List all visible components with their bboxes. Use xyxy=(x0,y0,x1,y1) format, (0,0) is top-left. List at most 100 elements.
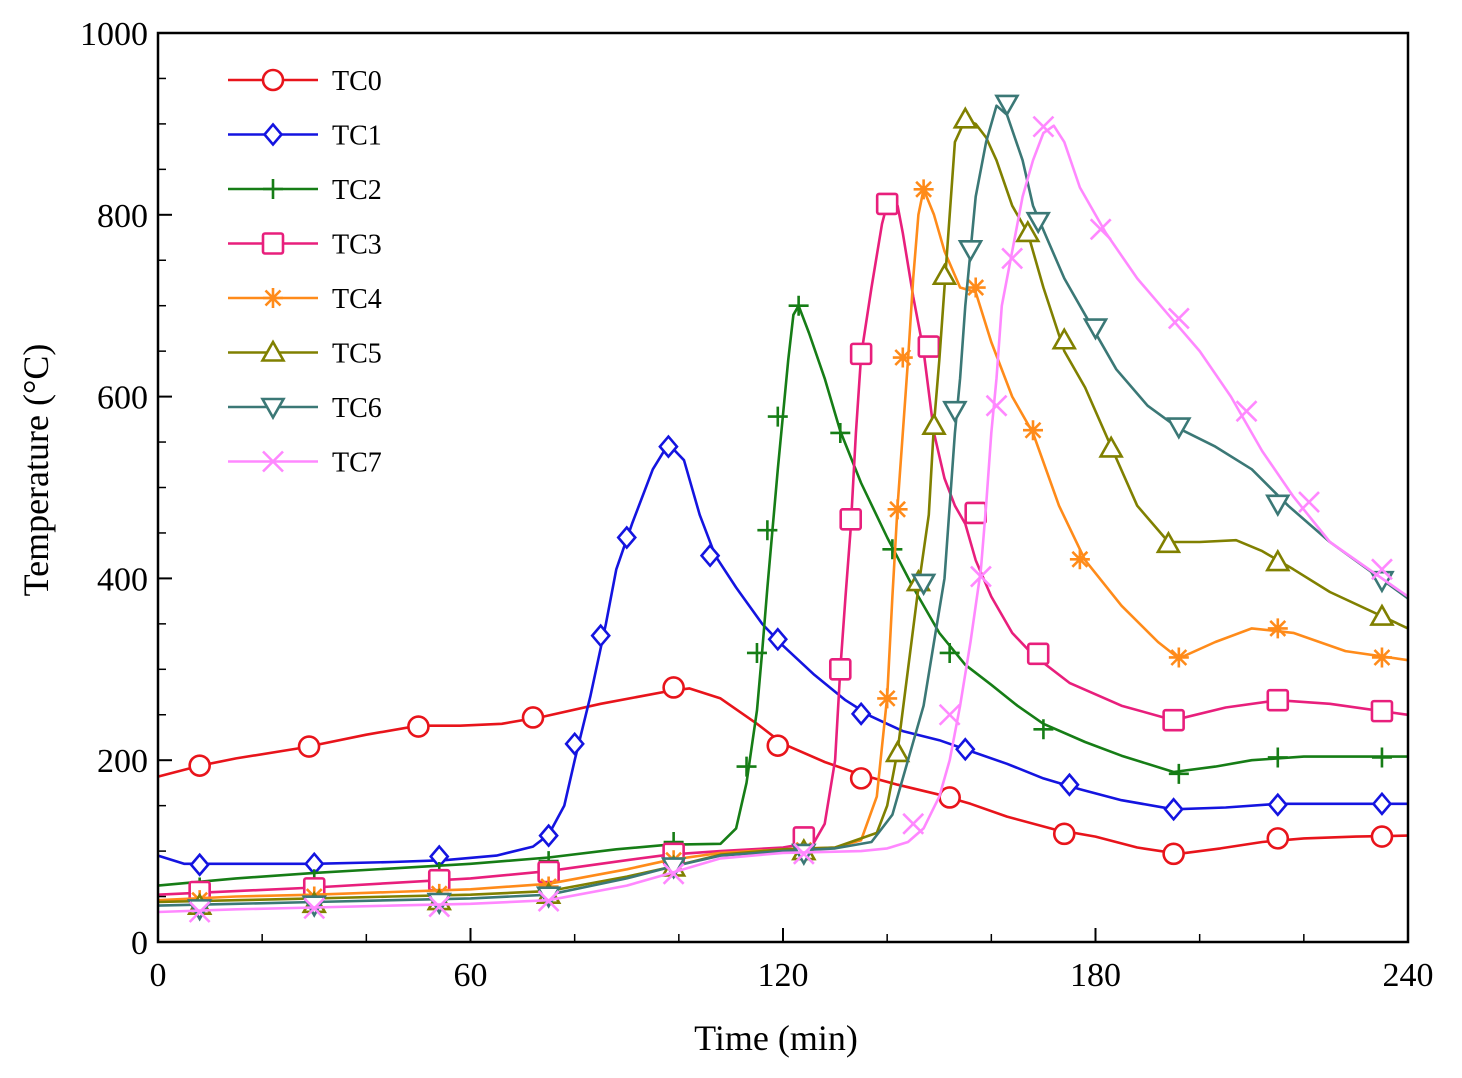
data-point xyxy=(1025,211,1051,235)
legend-item-tc5: TC5 xyxy=(228,339,382,370)
x-tick-label: 240 xyxy=(1383,957,1434,994)
data-point xyxy=(407,715,430,738)
data-point xyxy=(1089,218,1112,241)
x-tick-label: 60 xyxy=(454,957,488,994)
data-point xyxy=(1026,642,1050,666)
data-point xyxy=(297,735,321,758)
data-point xyxy=(913,179,934,200)
data-point xyxy=(788,295,809,316)
series-tc1 xyxy=(157,434,1408,877)
series-line xyxy=(157,188,1409,902)
series-line xyxy=(157,124,1409,914)
data-point xyxy=(969,565,992,588)
data-point xyxy=(1032,115,1055,138)
data-point xyxy=(887,499,908,520)
data-point xyxy=(1371,647,1392,668)
data-point xyxy=(538,823,559,848)
data-point xyxy=(1155,530,1182,554)
series-tc0 xyxy=(157,676,1409,866)
data-point xyxy=(1069,549,1090,570)
x-tick-label: 180 xyxy=(1070,957,1121,994)
legend-label: TC4 xyxy=(332,284,382,315)
data-point xyxy=(1298,491,1320,513)
data-point xyxy=(1371,747,1392,768)
data-point xyxy=(850,701,872,726)
data-point xyxy=(1168,647,1189,668)
y-tick-label: 400 xyxy=(97,561,148,598)
series-line xyxy=(157,104,1409,907)
legend-marker xyxy=(261,68,285,92)
data-point xyxy=(952,106,979,129)
plot-frame xyxy=(156,31,1410,944)
legend-label: TC1 xyxy=(332,121,382,152)
data-point xyxy=(1162,842,1185,866)
series-line xyxy=(157,687,1409,856)
data-point xyxy=(875,192,899,216)
legend-item-tc7: TC7 xyxy=(228,448,382,479)
data-point xyxy=(1162,708,1185,732)
data-point xyxy=(1082,318,1109,341)
legend-item-tc3: TC3 xyxy=(228,230,382,261)
data-point xyxy=(428,895,451,918)
data-point xyxy=(942,400,968,424)
series-tc7 xyxy=(157,115,1409,923)
legend-marker xyxy=(263,288,283,308)
data-point xyxy=(746,642,767,663)
data-point xyxy=(884,739,911,763)
legend-item-tc0: TC0 xyxy=(228,66,382,97)
legend-item-tc4: TC4 xyxy=(228,284,382,315)
data-point xyxy=(1168,763,1189,784)
data-point xyxy=(938,786,961,809)
data-point xyxy=(616,525,637,550)
data-point xyxy=(877,688,898,709)
legend-label: TC2 xyxy=(332,175,382,206)
data-point xyxy=(1166,417,1192,440)
y-tick-label: 0 xyxy=(131,925,148,962)
data-point xyxy=(1265,548,1291,572)
y-tick-label: 600 xyxy=(97,380,148,417)
series-layer xyxy=(157,94,1409,923)
data-point xyxy=(1033,719,1054,740)
data-point xyxy=(1265,494,1291,517)
data-point xyxy=(1235,400,1258,423)
data-point xyxy=(994,94,1020,118)
data-point xyxy=(917,335,941,358)
data-point xyxy=(736,756,757,777)
data-point xyxy=(766,734,790,757)
data-point xyxy=(757,520,778,541)
data-point xyxy=(892,347,913,368)
series-tc6 xyxy=(157,94,1409,922)
data-point xyxy=(537,890,560,913)
data-point xyxy=(939,642,960,663)
data-point xyxy=(1267,618,1288,639)
legend-label: TC3 xyxy=(332,230,382,261)
x-axis-label: Time (min) xyxy=(694,1018,858,1058)
data-point xyxy=(882,539,903,560)
data-point xyxy=(699,543,721,568)
legend-marker xyxy=(262,122,284,147)
data-point xyxy=(964,501,988,525)
data-point xyxy=(189,852,210,877)
data-point xyxy=(590,623,611,648)
legend-label: TC0 xyxy=(332,66,382,97)
data-point xyxy=(1015,219,1041,243)
data-point xyxy=(188,754,211,777)
data-point xyxy=(921,412,947,435)
data-point xyxy=(1266,827,1290,850)
legend-label: TC6 xyxy=(332,393,382,424)
data-point xyxy=(767,627,788,652)
data-point xyxy=(849,767,873,790)
data-point xyxy=(957,240,984,263)
data-point xyxy=(1051,327,1077,350)
y-tick-label: 800 xyxy=(97,198,148,235)
y-tick-label: 1000 xyxy=(80,16,148,53)
data-point xyxy=(1370,699,1394,723)
data-point xyxy=(658,434,679,459)
data-point xyxy=(1163,797,1184,822)
y-axis-label: Temperature (°C) xyxy=(16,344,56,597)
legend: TC0 TC1 TC2 TC3 TC4 TC5 TC6 TC7 xyxy=(228,66,382,479)
series-tc3 xyxy=(157,192,1409,904)
data-point xyxy=(828,657,852,681)
data-point xyxy=(1059,772,1080,797)
